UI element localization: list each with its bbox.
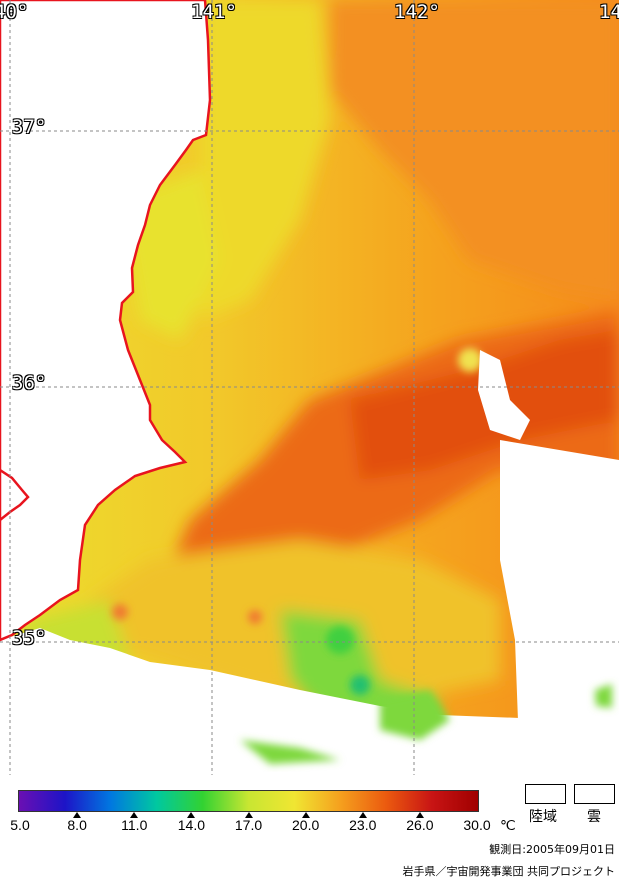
land-area	[0, 0, 212, 642]
observation-date: 観測日:2005年09月01日	[489, 843, 615, 856]
legend-tick-mark	[301, 812, 310, 818]
legend-tick-mark	[187, 812, 196, 818]
legend-tick-label: 23.0	[349, 817, 377, 833]
land-area-west	[0, 468, 30, 522]
legend-tick-mark	[415, 812, 424, 818]
temperature-unit: ℃	[500, 817, 516, 833]
lon-label-141: 141°	[191, 1, 237, 23]
sea-surface-temperature-map	[0, 0, 619, 775]
land-label: 陸域	[529, 809, 557, 825]
lon-label-140: 40°	[0, 1, 29, 23]
legend-tick-mark	[73, 812, 82, 818]
lat-label-37: 37°	[12, 116, 47, 138]
lat-label-36: 36°	[12, 372, 47, 394]
legend-tick-label: 8.0	[67, 817, 87, 833]
lon-label-142: 142°	[394, 1, 440, 23]
legend-tick-label: 14.0	[177, 817, 205, 833]
legend-tick-mark	[358, 812, 367, 818]
legend-tick-mark	[244, 812, 253, 818]
cloud-swatch	[574, 784, 615, 804]
graticule	[0, 0, 619, 775]
legend-tick-label: 11.0	[121, 817, 148, 833]
cloud-areas	[0, 350, 619, 775]
legend-tick-label: 5.0	[10, 817, 30, 833]
legend-tick-label: 17.0	[234, 817, 263, 833]
land-swatch	[525, 784, 566, 804]
lon-label-143: 14	[599, 1, 619, 23]
legend-tick-mark	[130, 812, 139, 818]
temperature-color-bar	[18, 790, 479, 812]
lat-label-35: 35°	[12, 627, 47, 649]
cloud-label: 雲	[587, 809, 601, 825]
legend-tick-label: 20.0	[292, 817, 320, 833]
green-fringe	[240, 684, 612, 764]
credit-text: 岩手県／宇宙開発事業団 共同プロジェクト	[402, 865, 616, 878]
legend-tick-label: 30.0	[463, 817, 491, 833]
legend-tick-label: 26.0	[406, 817, 434, 833]
